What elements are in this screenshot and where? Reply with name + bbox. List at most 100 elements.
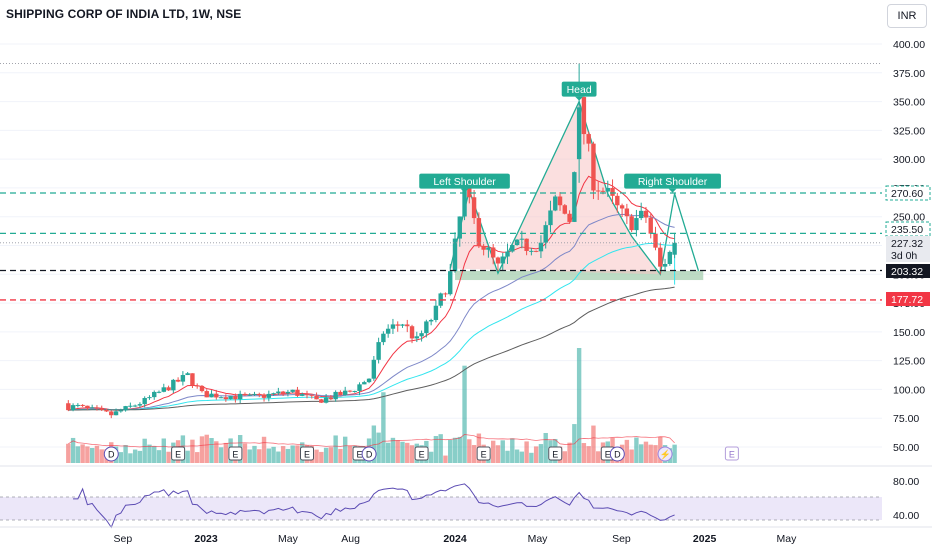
volume-bar <box>634 437 639 463</box>
candle-body <box>638 210 644 219</box>
candle-body <box>381 333 386 343</box>
candle-body <box>75 404 81 406</box>
volume-bar <box>70 437 76 463</box>
event-marker-shape <box>724 446 739 461</box>
pattern-label-box <box>561 81 597 97</box>
earnings-event-icon[interactable]: E <box>724 446 739 461</box>
volume-bar <box>457 436 462 463</box>
time-tick-label: 2024 <box>443 533 467 545</box>
price-tick-label: 250.00 <box>893 212 925 224</box>
price-tick-label: 100.00 <box>893 384 925 396</box>
volume-bar <box>218 447 224 463</box>
candle-body <box>581 97 587 135</box>
candle-body <box>553 196 558 211</box>
earnings-event-icon[interactable]: E <box>548 446 563 461</box>
volume-ma-line <box>68 434 675 448</box>
event-marker-text: E <box>304 450 310 460</box>
earnings-event-icon[interactable]: E <box>228 446 243 461</box>
candle-body <box>510 245 515 252</box>
volume-bar <box>214 441 219 463</box>
currency-button[interactable]: INR <box>887 4 927 28</box>
event-marker-text: D <box>108 450 115 460</box>
volume-bar <box>266 448 272 463</box>
volume-bar <box>533 446 539 463</box>
pattern-label-box <box>419 173 510 189</box>
candle-body <box>180 375 186 382</box>
candle-body <box>562 205 568 214</box>
candle-body <box>137 404 143 406</box>
candle-body <box>362 382 367 385</box>
event-marker-shape <box>609 446 625 462</box>
volume-bar <box>405 442 410 463</box>
dividend-event-icon[interactable]: D <box>103 446 119 462</box>
candle-body <box>104 409 109 412</box>
price-tick-label: 125.00 <box>893 356 925 368</box>
candle-body <box>514 239 520 246</box>
candle-body <box>667 251 673 264</box>
event-marker-shape <box>476 446 491 461</box>
price-badge-text: 227.32 <box>891 238 923 250</box>
candle-body <box>204 391 209 398</box>
volume-bar <box>452 437 458 463</box>
earnings-event-icon[interactable]: E <box>171 446 186 461</box>
earnings-event-icon[interactable]: E <box>476 446 491 461</box>
volume-bar <box>209 438 214 463</box>
candle-body <box>218 397 224 399</box>
volume-bar <box>156 450 162 463</box>
candle-body <box>538 242 544 252</box>
price-badge-box <box>886 248 930 262</box>
price-badge-box <box>886 236 930 250</box>
candle-body <box>400 324 405 326</box>
volume-bar <box>648 444 653 463</box>
dividend-event-icon[interactable]: D <box>361 446 377 462</box>
time-tick-label: May <box>528 533 549 545</box>
event-marker-text: E <box>481 450 487 460</box>
candle-body <box>94 407 100 409</box>
candle-body <box>596 190 601 192</box>
volume-bar <box>328 447 334 463</box>
pattern-label-pointer <box>575 96 584 101</box>
volume-bar <box>519 451 525 463</box>
volume-bar <box>190 439 195 463</box>
price-badge-box <box>885 185 931 201</box>
dividend-event-icon[interactable]: D <box>609 446 625 462</box>
volume-bar <box>624 439 630 463</box>
volume-bar <box>467 439 472 463</box>
volume-bar <box>75 446 81 463</box>
candle-body <box>524 238 529 251</box>
earnings-event-icon[interactable]: E <box>414 446 429 461</box>
volume-bar <box>643 441 649 463</box>
candle-body <box>80 404 85 406</box>
candle-body <box>123 406 128 411</box>
time-tick-label: Sep <box>114 533 133 545</box>
candle-body <box>295 389 300 396</box>
volume-bar <box>524 441 529 463</box>
candle-body <box>414 336 420 339</box>
volume-bar <box>99 449 104 463</box>
volume-bar <box>395 440 400 463</box>
candle-body <box>662 263 668 267</box>
volume-bar <box>591 425 596 463</box>
candle-body <box>658 247 663 267</box>
volume-bar <box>280 446 286 463</box>
earnings-event-icon[interactable]: E <box>300 446 315 461</box>
candle-body <box>109 411 114 416</box>
volume-bar <box>290 445 295 463</box>
volume-bar <box>672 444 677 463</box>
pattern-label-left-shoulder: Left Shoulder <box>419 173 510 193</box>
price-badge-text: 203.32 <box>891 266 923 278</box>
candle-body <box>266 393 272 398</box>
candle-body <box>572 172 577 222</box>
volume-bar <box>204 434 209 463</box>
support-zone <box>455 270 704 281</box>
price-badge-text: 235.50 <box>891 224 923 236</box>
candle-body <box>304 394 310 396</box>
candle-body <box>471 197 477 219</box>
candle-body <box>576 107 582 160</box>
candle-body <box>529 250 534 252</box>
lightning-event-icon[interactable]: ⚡ <box>657 446 673 462</box>
volume-bar <box>438 434 443 463</box>
candle-body <box>89 407 95 409</box>
volume-bar <box>433 436 439 463</box>
